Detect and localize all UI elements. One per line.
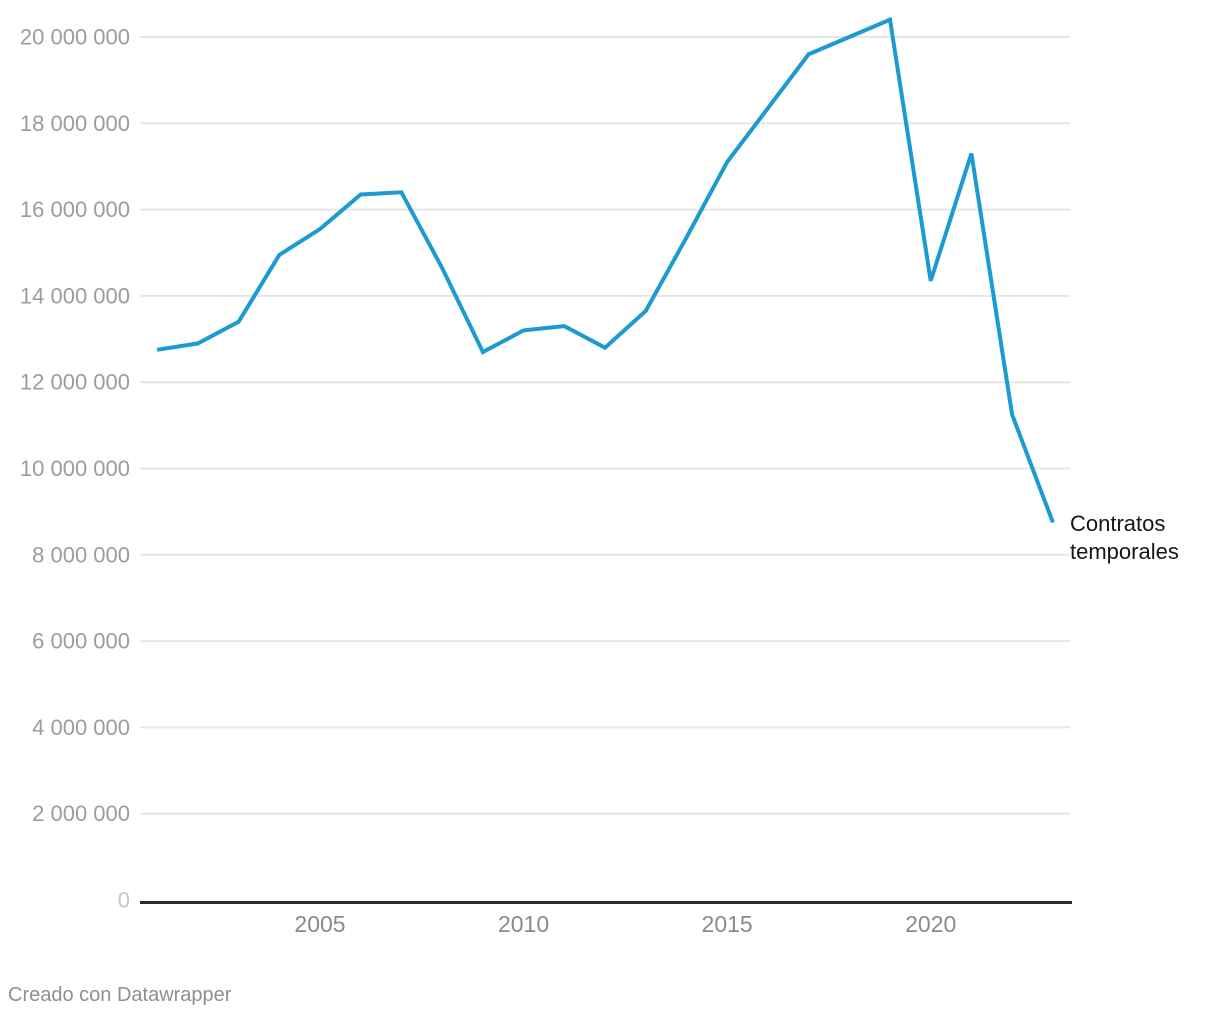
x-tick-label: 2020 bbox=[905, 911, 956, 937]
x-tick-label: 2005 bbox=[294, 911, 345, 937]
y-tick-label: 0 bbox=[118, 888, 130, 913]
y-tick-label: 6 000 000 bbox=[32, 629, 130, 654]
x-axis-labels: 2005 2010 2015 2020 bbox=[294, 911, 956, 937]
y-tick-label: 12 000 000 bbox=[20, 370, 130, 395]
y-axis-labels: 0 2 000 000 4 000 000 6 000 000 8 000 000 10 … bbox=[20, 25, 130, 913]
y-tick-label: 20 000 000 bbox=[20, 25, 130, 50]
y-tick-label: 18 000 000 bbox=[20, 111, 130, 136]
y-tick-label: 14 000 000 bbox=[20, 283, 130, 308]
x-tick-label: 2015 bbox=[702, 911, 753, 937]
gridlines bbox=[140, 36, 1070, 815]
y-tick-label: 8 000 000 bbox=[32, 542, 130, 567]
y-tick-label: 10 000 000 bbox=[20, 456, 130, 481]
y-tick-label: 2 000 000 bbox=[32, 801, 130, 826]
y-tick-label: 16 000 000 bbox=[20, 197, 130, 222]
y-tick-label: 4 000 000 bbox=[32, 715, 130, 740]
data-line bbox=[156, 16, 1055, 524]
credit-line: Creado con Datawrapper bbox=[8, 984, 232, 1006]
x-tick-label: 2010 bbox=[498, 911, 549, 937]
series-label: Contratos temporales bbox=[1070, 511, 1179, 564]
